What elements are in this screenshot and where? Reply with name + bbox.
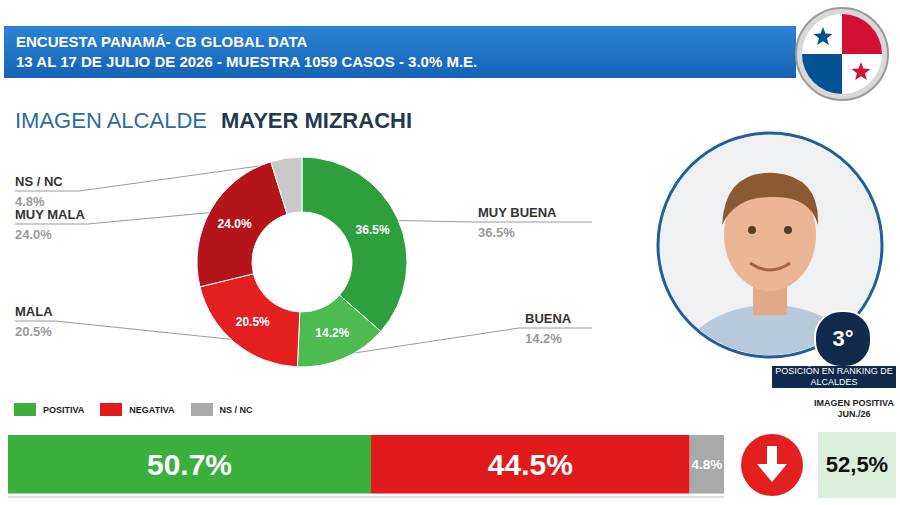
- svg-text:14.2%: 14.2%: [315, 326, 349, 340]
- html-text:36.5%: 36.5%: [478, 225, 515, 240]
- html-text:14.2%: 14.2%: [525, 331, 562, 346]
- html-text:MAYER MIZRACHI: MAYER MIZRACHI: [221, 108, 412, 133]
- html-text:24.0%: 24.0%: [15, 227, 52, 242]
- svg-text:36.5%: 36.5%: [356, 223, 390, 237]
- svg-text:44.5%: 44.5%: [488, 448, 573, 481]
- html-text:MUY BUENA: MUY BUENA: [478, 205, 557, 220]
- html-text:MALA: MALA: [15, 304, 53, 319]
- html-text:52,5%: 52,5%: [825, 452, 889, 477]
- svg-text:50.7%: 50.7%: [147, 448, 232, 481]
- svg-text:24.0%: 24.0%: [218, 217, 252, 231]
- html-text:NS / NC: NS / NC: [219, 404, 253, 415]
- html-text:NEGATIVA: NEGATIVA: [129, 404, 175, 415]
- html-text:13 AL 17 DE JULIO DE 2026 - MU: 13 AL 17 DE JULIO DE 2026 - MUESTRA 1059…: [16, 53, 478, 70]
- html-text:POSITIVA: POSITIVA: [43, 404, 85, 415]
- html-text:IMAGEN POSITIVA JUN./26: IMAGEN POSITIVA JUN./26: [814, 398, 894, 419]
- html-text:NS / NC: NS / NC: [15, 174, 63, 189]
- html-text:4.8%: 4.8%: [15, 194, 45, 209]
- html-text:BUENA: BUENA: [525, 311, 572, 326]
- html-text:MUY MALA: MUY MALA: [15, 207, 85, 222]
- svg-text:4.8%: 4.8%: [691, 457, 722, 472]
- svg-text:20.5%: 20.5%: [236, 315, 270, 329]
- html-text:POSICIÓN EN RANKING DE ALCALDE: POSICIÓN EN RANKING DE ALCALDES: [775, 366, 893, 387]
- html-text:20.5%: 20.5%: [15, 324, 52, 339]
- html-text:IMAGEN ALCALDE: IMAGEN ALCALDE: [15, 108, 207, 133]
- html-text:3°: 3°: [832, 326, 854, 351]
- html-text:ENCUESTA PANAMÁ- CB GLOBAL DAT: ENCUESTA PANAMÁ- CB GLOBAL DATA: [16, 33, 308, 50]
